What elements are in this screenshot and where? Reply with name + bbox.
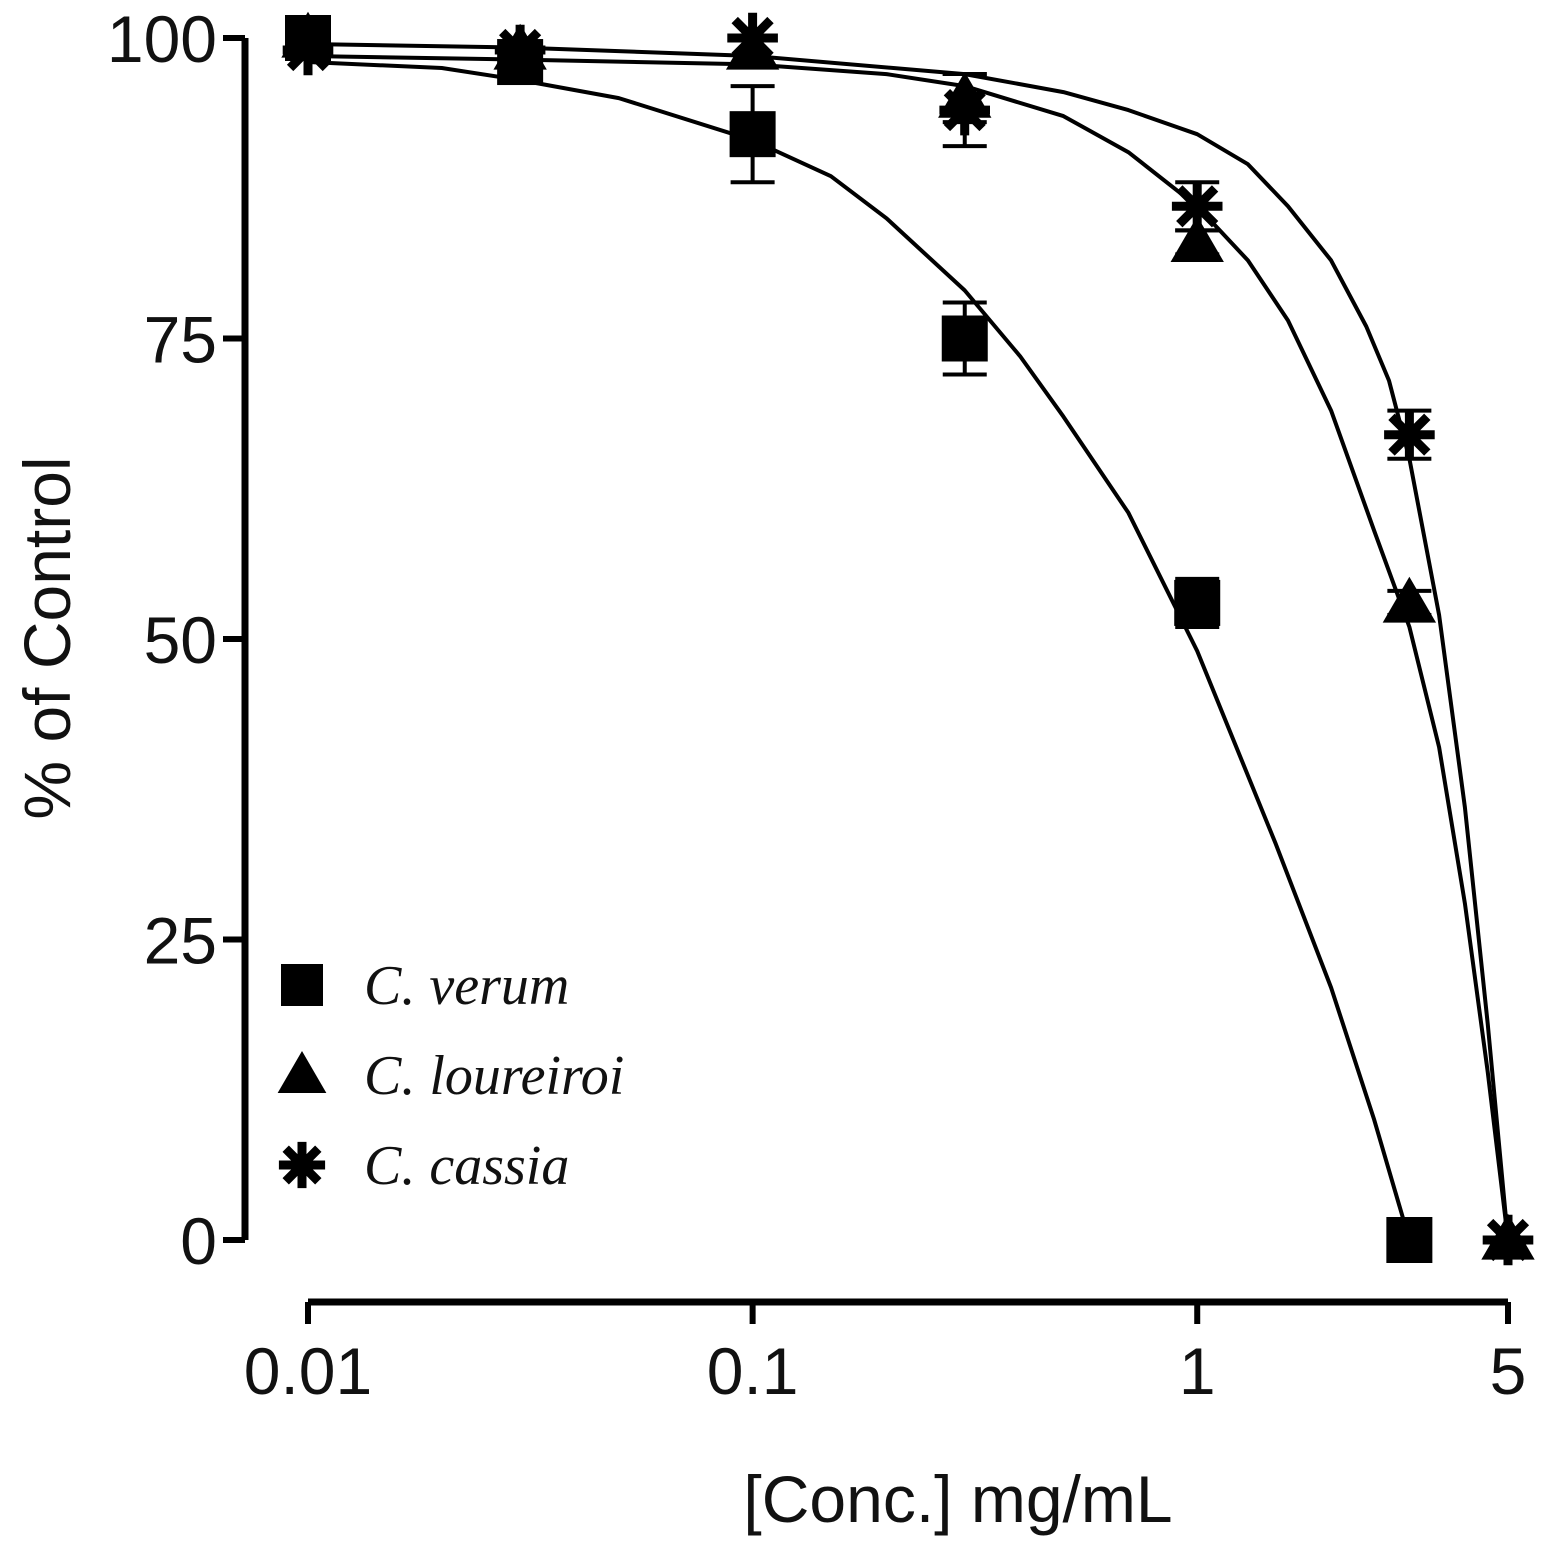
- y-tick-label: 75: [144, 303, 217, 377]
- x-axis-title: [Conc.] mg/mL: [743, 1462, 1172, 1536]
- data-markers: [281, 11, 1535, 1266]
- x-tick-label: 5: [1490, 1334, 1527, 1408]
- y-tick-label: 50: [144, 603, 217, 677]
- x-tick-label: 0.01: [244, 1334, 372, 1408]
- star-marker: [1384, 409, 1435, 460]
- square-marker: [1386, 1217, 1433, 1263]
- y-axis-title: % of Control: [10, 456, 84, 819]
- axes: [241, 38, 1508, 1306]
- star-marker: [494, 24, 546, 76]
- legend-label: C. cassia: [364, 1135, 569, 1197]
- triangle-marker: [1382, 576, 1437, 623]
- legend-label: C. verum: [364, 955, 569, 1017]
- square-marker: [1174, 579, 1221, 626]
- legend-label: C. loureiroi: [364, 1045, 624, 1107]
- y-ticks: 0 25 50 75 100: [107, 2, 245, 1278]
- fit-curve: [307, 60, 1412, 1241]
- legend-star-icon: [278, 1141, 326, 1189]
- triangle-marker: [1170, 216, 1224, 263]
- star-marker: [939, 84, 990, 136]
- legend-triangle-icon: [277, 1051, 327, 1093]
- star-marker: [282, 24, 334, 76]
- legend: C. verum C. loureiroi C. cassia: [277, 955, 624, 1197]
- y-tick-label: 100: [107, 2, 217, 76]
- fit-curve: [307, 42, 1510, 1241]
- fit-curve: [307, 54, 1510, 1241]
- y-tick-label: 0: [180, 1204, 217, 1278]
- x-ticks: 0.01 0.1 1 5: [244, 1302, 1527, 1408]
- square-marker: [941, 315, 988, 362]
- legend-square-icon: [281, 964, 323, 1006]
- fit-curves: [307, 42, 1510, 1241]
- square-marker: [729, 111, 776, 158]
- star-marker: [1171, 181, 1223, 232]
- x-tick-label: 1: [1179, 1334, 1216, 1408]
- star-marker: [1482, 1214, 1534, 1266]
- star-marker: [727, 12, 778, 64]
- x-tick-label: 0.1: [707, 1334, 799, 1408]
- y-tick-label: 25: [144, 904, 217, 978]
- error-bars: [730, 72, 1432, 629]
